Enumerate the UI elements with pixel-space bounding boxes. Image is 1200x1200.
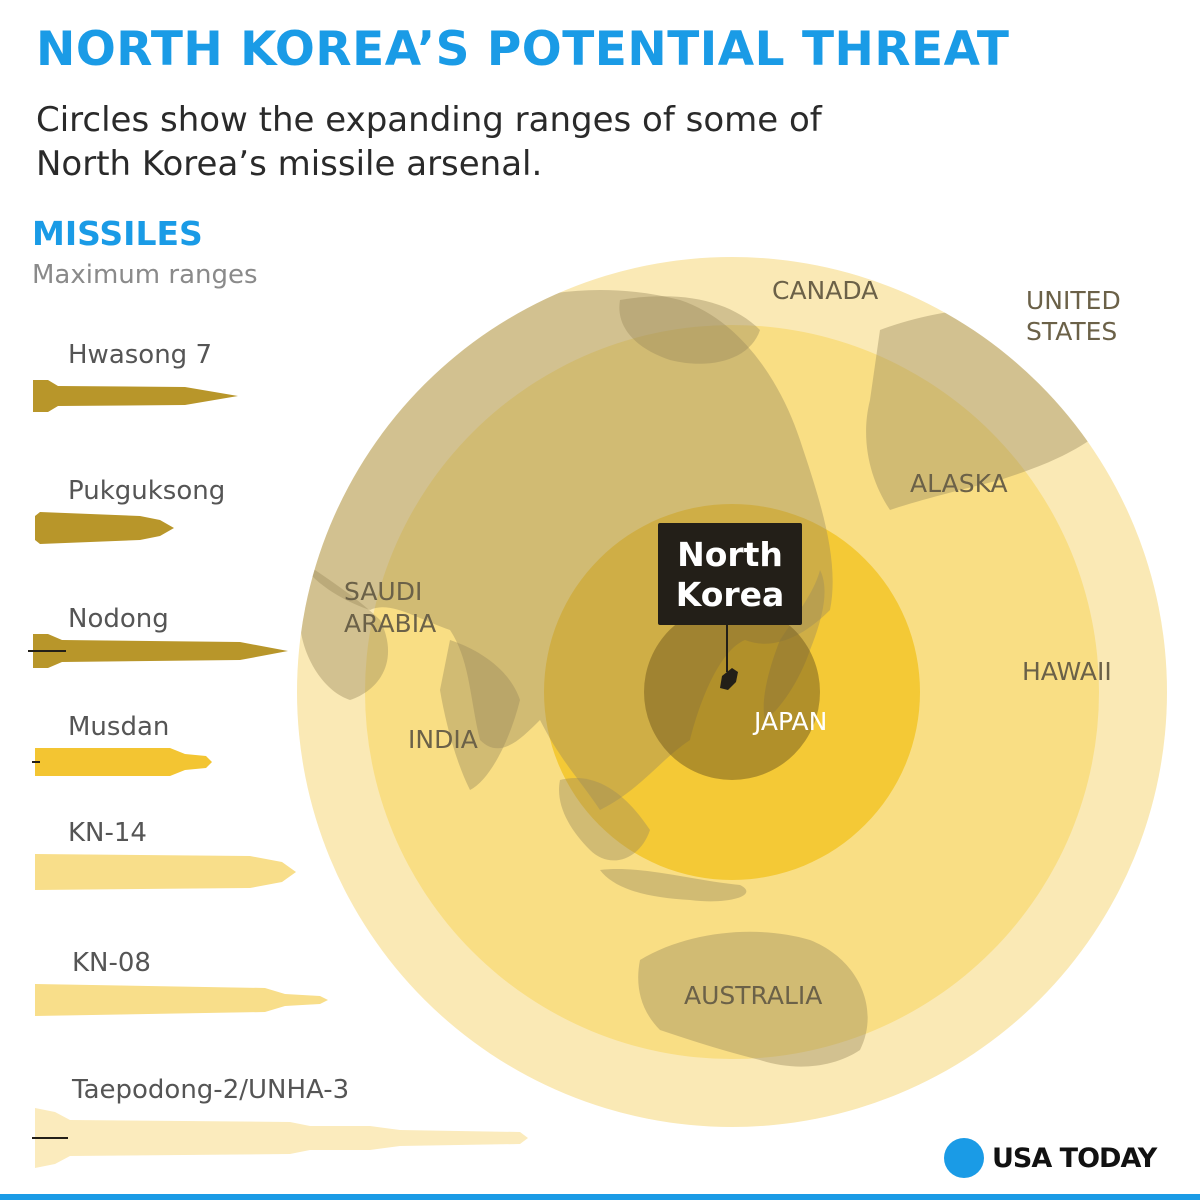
missile-pukguksong xyxy=(35,512,174,544)
range-circle-nodong xyxy=(644,604,820,780)
callout-line2: Korea xyxy=(675,575,785,614)
missile-label-musdan: Musdan xyxy=(68,712,170,742)
bottom-rule xyxy=(0,1194,1200,1200)
label-united-states-line2: STATES xyxy=(1026,317,1117,346)
label-united-states-line1: UNITED xyxy=(1026,286,1121,315)
missile-label-kn-14: KN-14 xyxy=(68,818,147,848)
missile-label-taepodong: Taepodong-2/UNHA-3 xyxy=(72,1075,350,1105)
missile-label-hwasong-7: Hwasong 7 xyxy=(68,340,212,370)
missiles-subheading: Maximum ranges xyxy=(32,260,258,290)
missile-hwasong-7 xyxy=(33,380,238,412)
missile-taepodong xyxy=(35,1108,528,1168)
missile-kn-14 xyxy=(35,854,296,890)
label-canada: CANADA xyxy=(772,276,878,305)
callout-line1: North xyxy=(677,535,783,574)
label-hawaii: HAWAII xyxy=(1022,657,1112,686)
missile-nodong xyxy=(33,634,288,668)
missile-label-kn-08: KN-08 xyxy=(72,948,151,978)
north-korea-shape xyxy=(720,668,738,690)
missile-musdan xyxy=(35,748,212,776)
north-korea-callout: North Korea xyxy=(658,523,802,625)
usa-today-logo: USA TODAY xyxy=(944,1136,1157,1180)
usa-today-wordmark: USA TODAY xyxy=(992,1142,1157,1174)
label-japan: JAPAN xyxy=(752,707,827,736)
label-australia: AUSTRALIA xyxy=(684,981,822,1010)
missile-label-pukguksong: Pukguksong xyxy=(68,476,226,506)
missile-kn-08 xyxy=(35,984,328,1016)
label-alaska: ALASKA xyxy=(910,469,1008,498)
page-subtitle: Circles show the expanding ranges of som… xyxy=(36,100,822,184)
label-saudi-line2: ARABIA xyxy=(344,609,436,638)
page-title: NORTH KOREA’S POTENTIAL THREAT xyxy=(36,22,1010,77)
usa-today-dot-icon xyxy=(944,1138,984,1178)
missile-icons xyxy=(28,380,528,1168)
label-india: INDIA xyxy=(408,725,478,754)
missile-label-nodong: Nodong xyxy=(68,604,169,634)
label-saudi-line1: SAUDI xyxy=(344,577,422,606)
missiles-heading: MISSILES xyxy=(32,214,203,253)
